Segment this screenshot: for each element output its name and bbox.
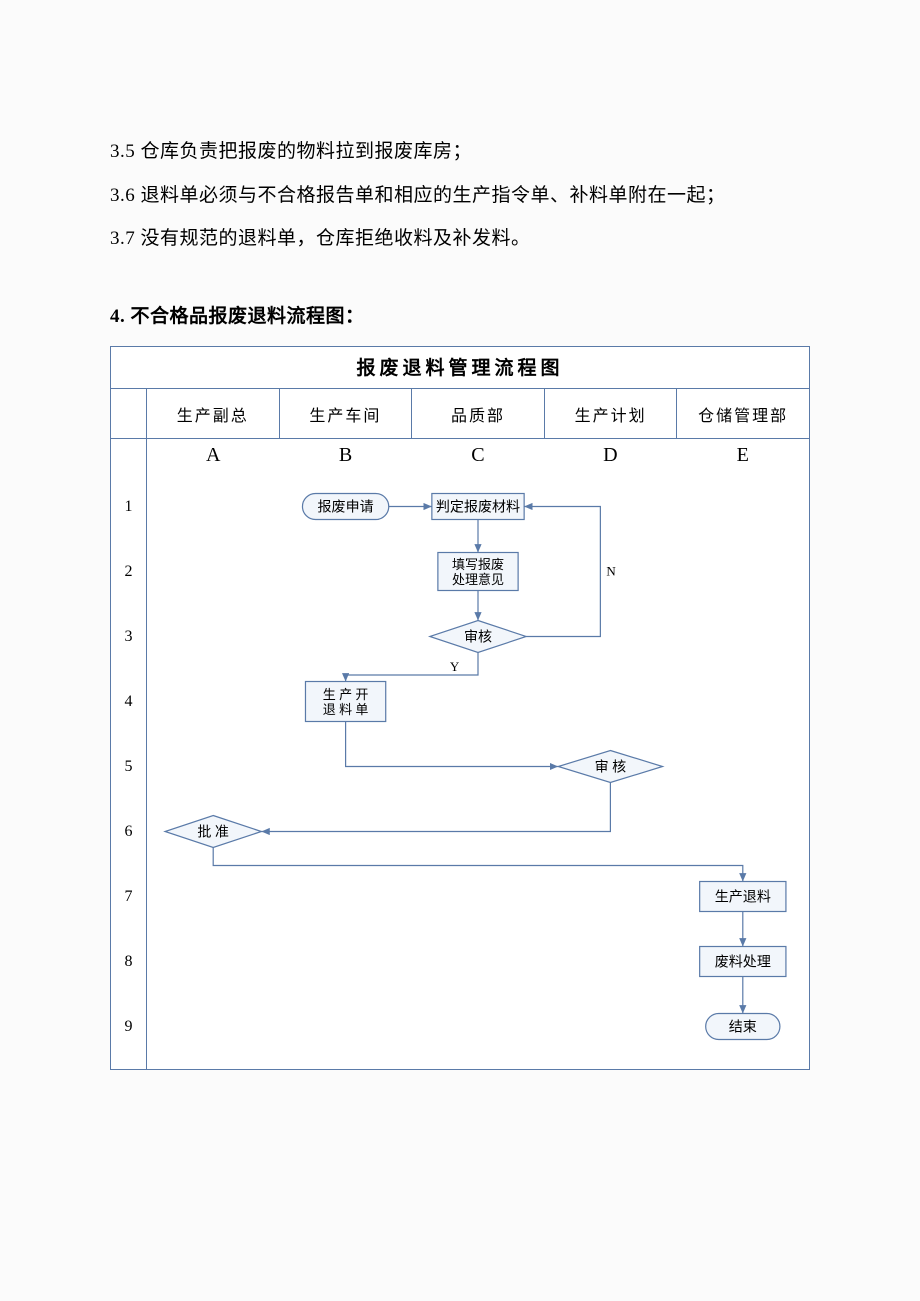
flowchart-node-b1: 报废申请: [302, 494, 388, 520]
svg-text:退 料 单: 退 料 单: [323, 702, 369, 717]
flowchart-node-c3: 审核: [430, 621, 526, 653]
svg-text:D: D: [603, 444, 617, 466]
flowchart-main: ABCDENY报废申请判定报废材料填写报废处理意见审核生 产 开退 料 单审 核…: [147, 439, 809, 1069]
flowchart-node-b4: 生 产 开退 料 单: [305, 682, 385, 722]
document-page: 3.5 仓库负责把报废的物料拉到报废库房； 3.6 退料单必须与不合格报告单和相…: [0, 0, 920, 1301]
svg-text:Y: Y: [450, 659, 460, 674]
lane-header-4: 仓储管理部: [677, 389, 809, 438]
svg-text:批 准: 批 准: [197, 825, 229, 841]
lane-header-1: 生产车间: [280, 389, 413, 438]
svg-text:N: N: [606, 564, 616, 579]
flowchart-node-a6: 批 准: [165, 816, 261, 848]
section-4-heading: 4. 不合格品报废退料流程图：: [110, 301, 810, 328]
lane-header-2: 品质部: [412, 389, 545, 438]
row-number: 4: [111, 693, 146, 711]
row-number: 3: [111, 628, 146, 646]
svg-text:生产退料: 生产退料: [715, 890, 771, 906]
row-number: 5: [111, 758, 146, 776]
flowchart-container: 报废退料管理流程图 生产副总 生产车间 品质部 生产计划 仓储管理部 1 2 3 4 5…: [110, 346, 810, 1070]
flowchart-corner-cell: [111, 389, 147, 438]
paragraph-3-5: 3.5 仓库负责把报废的物料拉到报废库房；: [110, 130, 810, 174]
svg-text:审核: 审核: [464, 630, 492, 646]
flowchart-node-e8: 废料处理: [700, 947, 786, 977]
svg-text:处理意见: 处理意见: [452, 572, 504, 587]
svg-text:A: A: [206, 444, 221, 466]
flowchart-svg: ABCDENY报废申请判定报废材料填写报废处理意见审核生 产 开退 料 单审 核…: [147, 439, 809, 1069]
svg-text:填写报废: 填写报废: [452, 557, 504, 572]
flowchart-node-c2: 填写报废处理意见: [438, 553, 518, 591]
paragraph-3-7: 3.7 没有规范的退料单，仓库拒绝收料及补发料。: [110, 217, 810, 261]
svg-text:审 核: 审 核: [595, 760, 627, 776]
paragraph-3-6: 3.6 退料单必须与不合格报告单和相应的生产指令单、补料单附在一起；: [110, 174, 810, 218]
flowchart-node-d5: 审 核: [558, 751, 662, 783]
lane-header-0: 生产副总: [147, 389, 280, 438]
svg-text:报废申请: 报废申请: [318, 500, 374, 516]
flowchart-lane-header-row: 生产副总 生产车间 品质部 生产计划 仓储管理部: [111, 389, 809, 439]
flowchart-grid: 123456789 ABCDENY报废申请判定报废材料填写报废处理意见审核生 产…: [111, 439, 809, 1069]
row-number: 1: [111, 498, 146, 516]
svg-text:废料处理: 废料处理: [715, 955, 771, 971]
flowchart-node-e7: 生产退料: [700, 882, 786, 912]
svg-text:结束: 结束: [729, 1020, 757, 1036]
svg-text:B: B: [339, 444, 352, 466]
lane-header-3: 生产计划: [545, 389, 678, 438]
row-number: 7: [111, 888, 146, 906]
svg-text:生 产 开: 生 产 开: [323, 687, 369, 702]
flowchart-row-numbers: 1 2 3 4 5 6 7 8 9: [111, 439, 147, 1069]
flowchart-title: 报废退料管理流程图: [111, 347, 809, 389]
row-number: 8: [111, 953, 146, 971]
flowchart-node-c1: 判定报废材料: [432, 494, 524, 520]
row-number: 6: [111, 823, 146, 841]
row-number: 2: [111, 563, 146, 581]
svg-text:C: C: [471, 444, 484, 466]
row-number: 9: [111, 1018, 146, 1036]
svg-text:判定报废材料: 判定报废材料: [436, 500, 520, 516]
flowchart-node-e9: 结束: [706, 1014, 780, 1040]
svg-text:E: E: [737, 444, 749, 466]
flowchart-body: 生产副总 生产车间 品质部 生产计划 仓储管理部 1 2 3 4 5 6 7 8 9 A B C D E…: [111, 389, 809, 1069]
